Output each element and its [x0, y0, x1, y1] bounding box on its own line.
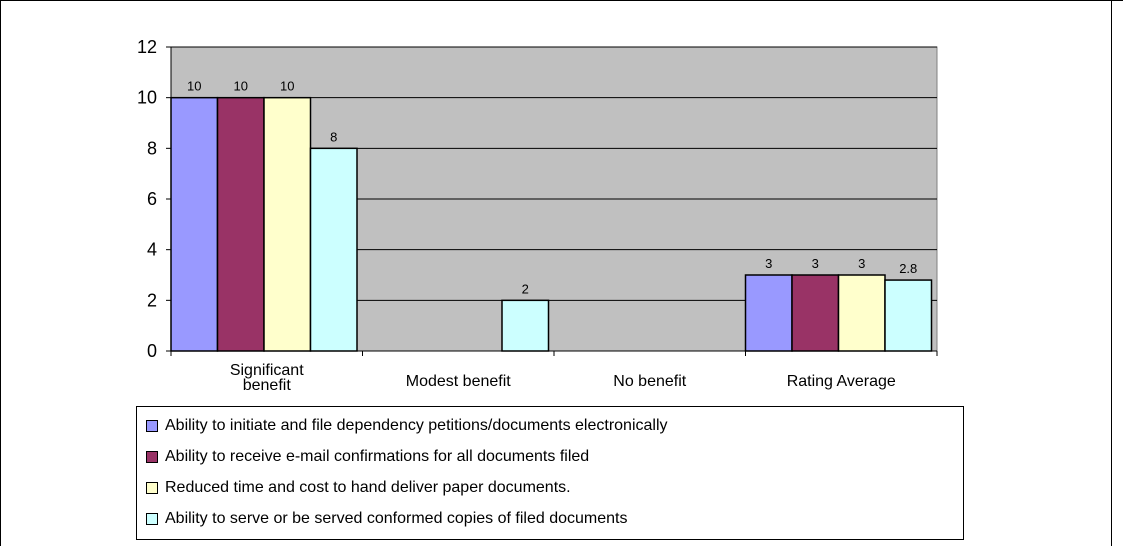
bar: [884, 279, 933, 352]
x-tick-label: Rating Average: [787, 373, 896, 390]
data-label: 3: [858, 256, 865, 271]
data-label: 10: [187, 79, 201, 94]
legend-swatch: [146, 482, 158, 494]
x-tick-label: benefit: [243, 377, 292, 394]
data-label: 2.8: [899, 261, 917, 276]
legend-item: Ability to serve or be served conformed …: [146, 506, 627, 532]
bar: [501, 299, 550, 352]
y-tick-label: 6: [147, 189, 157, 209]
data-label: 10: [234, 79, 248, 94]
bar: [837, 274, 886, 352]
legend-swatch: [146, 513, 158, 525]
y-tick-label: 8: [147, 138, 157, 158]
y-tick-label: 10: [137, 88, 157, 108]
legend-label: Ability to serve or be served conformed …: [165, 510, 628, 527]
y-tick-label: 4: [147, 240, 157, 260]
bar: [170, 96, 219, 352]
legend-swatch: [146, 451, 158, 463]
data-label: 3: [812, 256, 819, 271]
legend-swatch: [146, 420, 158, 432]
y-tick-label: 2: [147, 290, 157, 310]
legend-label: Ability to initiate and file dependency …: [165, 417, 668, 434]
chart-frame-edge: [1111, 0, 1112, 546]
legend: Ability to initiate and file dependency …: [136, 406, 964, 540]
x-tick-label: No benefit: [613, 373, 686, 390]
bar: [791, 274, 840, 352]
legend-label: Ability to receive e-mail confirmations …: [165, 448, 590, 465]
legend-label: Reduced time and cost to hand deliver pa…: [165, 479, 571, 496]
x-tick-label: Modest benefit: [406, 373, 512, 390]
y-tick-label: 12: [137, 37, 157, 57]
data-label: 8: [330, 129, 337, 144]
data-label: 2: [522, 281, 529, 296]
data-label: 3: [765, 256, 772, 271]
bar-chart: 0 2 4 6 8 10 12 10 10 10 8 2 3 3 3 2.8 Significantbenefi…: [137, 37, 938, 394]
bar: [216, 96, 265, 352]
legend-item: Reduced time and cost to hand deliver pa…: [146, 475, 571, 501]
y-tick-label: 0: [147, 341, 157, 361]
x-tick-label: Significant: [230, 362, 304, 379]
data-label: 10: [280, 79, 294, 94]
bar: [263, 96, 312, 352]
legend-item: Ability to initiate and file dependency …: [146, 413, 668, 439]
bar: [744, 274, 793, 352]
legend-item: Ability to receive e-mail confirmations …: [146, 444, 589, 470]
bar: [309, 147, 358, 352]
